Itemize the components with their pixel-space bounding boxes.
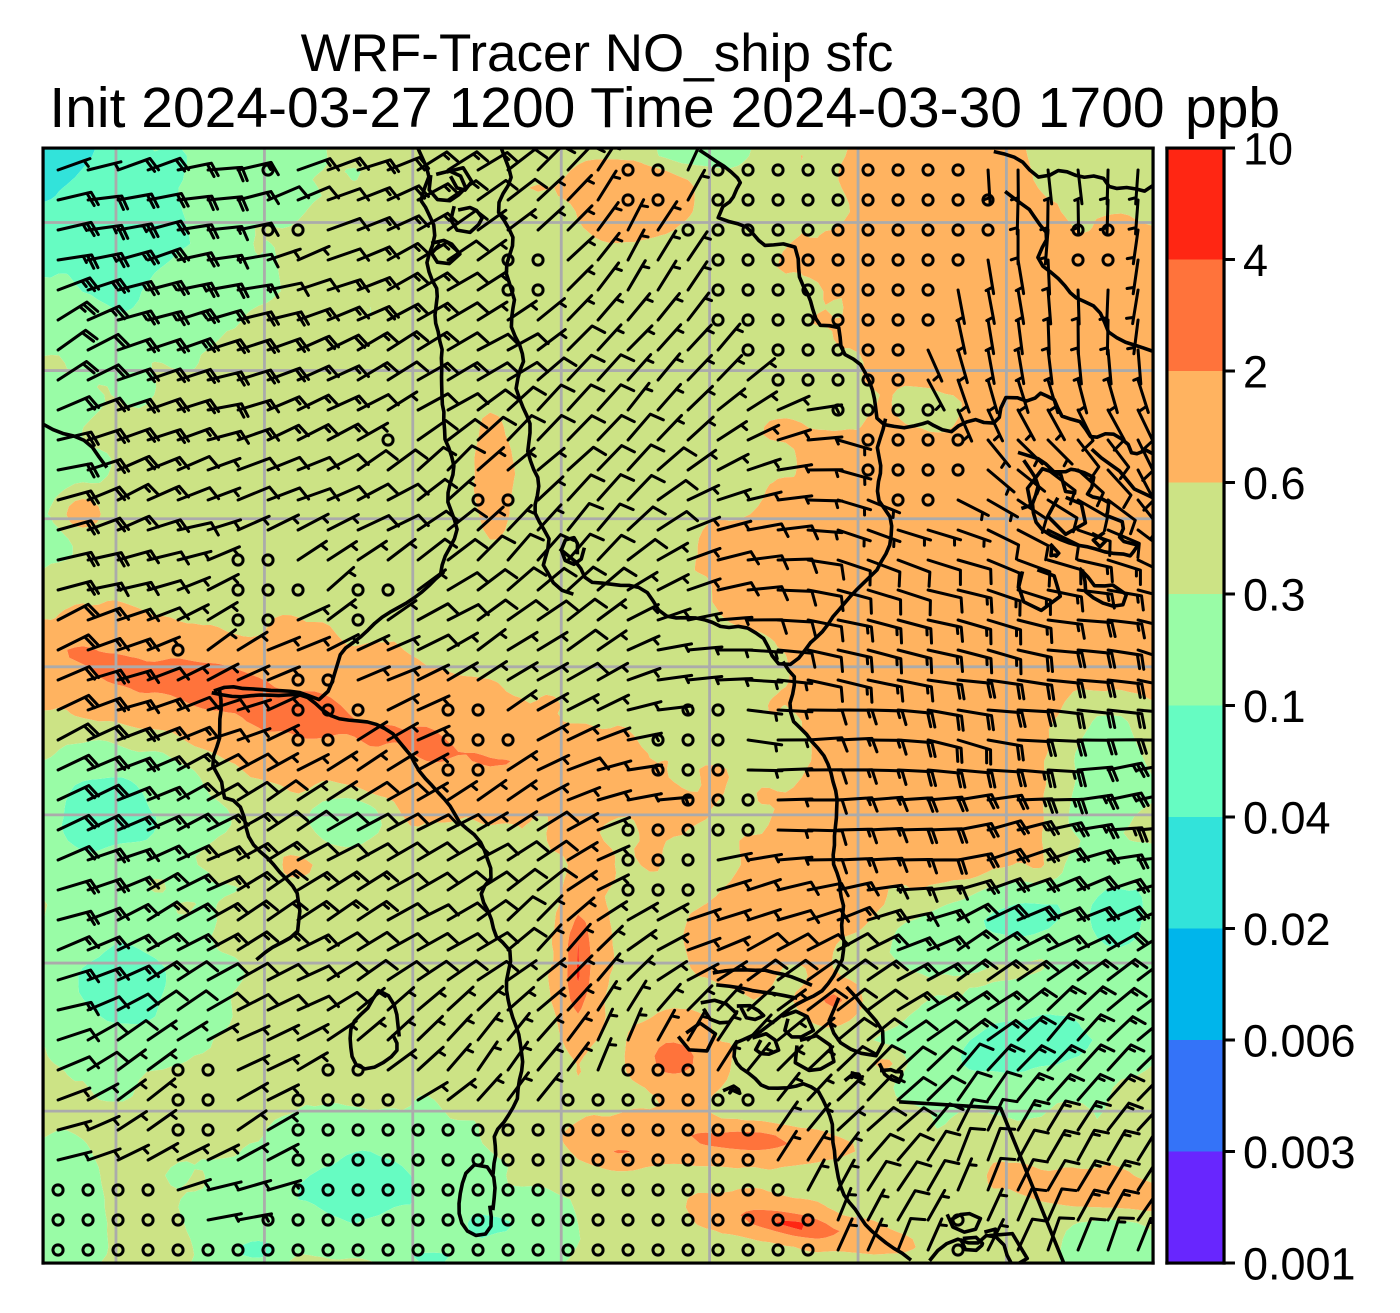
svg-text:0.1: 0.1 — [1243, 681, 1306, 732]
svg-text:0.003: 0.003 — [1243, 1127, 1356, 1178]
svg-text:0.3: 0.3 — [1243, 569, 1306, 620]
svg-text:0.006: 0.006 — [1243, 1015, 1356, 1066]
svg-text:10: 10 — [1243, 123, 1293, 174]
svg-text:WRF-Tracer NO_ship sfc: WRF-Tracer NO_ship sfc — [301, 24, 894, 83]
svg-text:0.04: 0.04 — [1243, 792, 1331, 843]
svg-text:0.02: 0.02 — [1243, 904, 1331, 955]
svg-text:4: 4 — [1243, 235, 1268, 286]
svg-text:2: 2 — [1243, 346, 1268, 397]
svg-text:ppb: ppb — [1185, 76, 1280, 140]
svg-text:0.001: 0.001 — [1243, 1238, 1356, 1289]
svg-text:Init 2024-03-27 1200 Time 2024: Init 2024-03-27 1200 Time 2024-03-30 170… — [49, 76, 1164, 140]
svg-text:0.6: 0.6 — [1243, 458, 1306, 509]
